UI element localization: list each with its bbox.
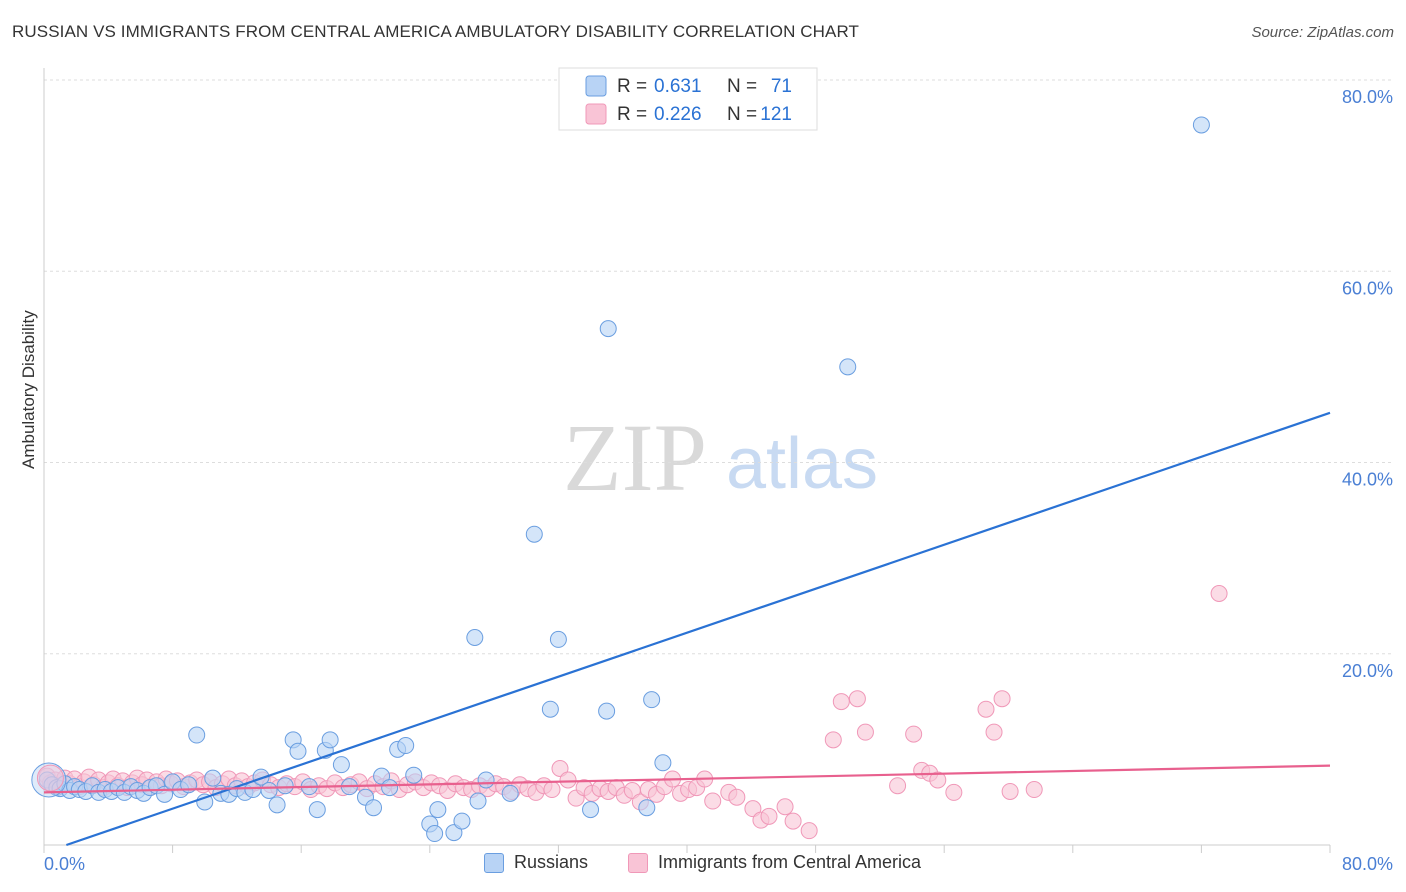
- legend-stat-swatch: [585, 75, 607, 97]
- legend-r-value: 0.631: [654, 76, 702, 97]
- y-tick-label: 40.0%: [1342, 470, 1393, 490]
- data-point: [776, 798, 794, 816]
- data-point: [252, 768, 270, 786]
- legend-r-value: 0.226: [654, 104, 702, 125]
- data-point: [643, 691, 661, 709]
- data-point: [289, 742, 307, 760]
- data-point: [929, 771, 947, 789]
- data-point: [1025, 781, 1043, 799]
- legend-n-label: N =: [727, 76, 757, 97]
- y-axis-label: Ambulatory Disability: [19, 310, 38, 469]
- data-point: [466, 628, 484, 646]
- data-point: [800, 822, 818, 840]
- data-point: [945, 783, 963, 801]
- legend-item-russians[interactable]: Russians: [484, 852, 588, 873]
- data-point: [549, 630, 567, 648]
- legend-bottom: Russians Immigrants from Central America: [0, 850, 1406, 880]
- data-point: [856, 723, 874, 741]
- legend-n-label: N =: [727, 104, 757, 125]
- data-point: [985, 723, 1003, 741]
- legend-r-label: R =: [617, 76, 647, 97]
- data-point: [1210, 585, 1228, 603]
- legend-n-value: 71: [771, 76, 792, 97]
- watermark: ZIP atlas: [563, 404, 878, 511]
- y-tick-label: 60.0%: [1342, 278, 1393, 298]
- y-tick-label: 20.0%: [1342, 661, 1393, 681]
- data-point: [260, 781, 278, 799]
- data-point: [784, 812, 802, 830]
- data-point: [704, 792, 722, 810]
- data-point: [429, 801, 447, 819]
- chart-title: RUSSIAN VS IMMIGRANTS FROM CENTRAL AMERI…: [12, 22, 860, 41]
- watermark-zip: ZIP: [563, 404, 707, 511]
- trend-layer: [43, 411, 1331, 847]
- data-point: [543, 781, 561, 799]
- data-point: [381, 779, 399, 797]
- legend-r-label: R =: [617, 104, 647, 125]
- data-point-cluster: [36, 764, 64, 792]
- x-tick-labels: 0.0% 80.0%: [44, 854, 1393, 874]
- legend-swatch-central-america: [628, 852, 648, 873]
- data-point: [308, 801, 326, 819]
- axes: [43, 68, 1331, 853]
- legend-n-value: 121: [760, 104, 792, 125]
- data-point-cluster: [31, 762, 67, 798]
- legend-stats: R = 0.631 N = 71 R = 0.226 N = 121: [558, 67, 818, 131]
- data-point: [321, 731, 339, 749]
- data-point: [1192, 116, 1210, 134]
- y-tick-label: 80.0%: [1342, 87, 1393, 107]
- data-point: [832, 693, 850, 711]
- x-tick-label-max: 80.0%: [1342, 854, 1393, 874]
- data-point: [638, 799, 656, 817]
- watermark-atlas: atlas: [726, 424, 878, 504]
- data-point: [760, 807, 778, 825]
- legend-stat-swatch: [585, 103, 607, 125]
- data-point: [426, 825, 444, 843]
- data-point: [501, 784, 519, 802]
- legend-label-central-america: Immigrants from Central America: [658, 852, 922, 872]
- data-point: [977, 700, 995, 718]
- grid-lines: [44, 79, 1392, 655]
- data-point: [599, 320, 617, 338]
- data-point: [188, 726, 206, 744]
- data-point: [582, 801, 600, 819]
- y-tick-labels: 20.0% 40.0% 60.0% 80.0%: [1342, 87, 1393, 681]
- trend-line-russians: [66, 411, 1331, 847]
- data-point: [728, 788, 746, 806]
- data-point: [453, 812, 471, 830]
- source-label: Source: ZipAtlas.com: [1251, 24, 1394, 41]
- trend-line-central-america: [43, 764, 1331, 794]
- data-point: [541, 700, 559, 718]
- data-point: [268, 796, 286, 814]
- data-point: [889, 777, 907, 795]
- legend-swatch-russians: [484, 852, 504, 873]
- legend-label-russians: Russians: [514, 852, 589, 872]
- data-point: [839, 358, 857, 376]
- data-point: [1001, 782, 1019, 800]
- data-point: [559, 771, 577, 789]
- x-tick-label-min: 0.0%: [44, 854, 85, 874]
- data-point: [654, 754, 672, 772]
- data-point: [365, 799, 383, 817]
- data-point: [477, 771, 495, 789]
- series-russians: [38, 116, 1210, 843]
- data-point: [905, 725, 923, 743]
- data-point: [332, 756, 350, 774]
- data-point: [525, 525, 543, 543]
- data-point: [276, 777, 294, 795]
- data-point: [204, 769, 222, 787]
- legend-item-central-america[interactable]: Immigrants from Central America: [628, 852, 921, 873]
- data-point: [993, 690, 1011, 708]
- data-point: [405, 766, 423, 784]
- data-point: [824, 731, 842, 749]
- data-point: [848, 690, 866, 708]
- data-point: [469, 792, 487, 810]
- data-point: [598, 702, 616, 720]
- data-point: [397, 737, 415, 755]
